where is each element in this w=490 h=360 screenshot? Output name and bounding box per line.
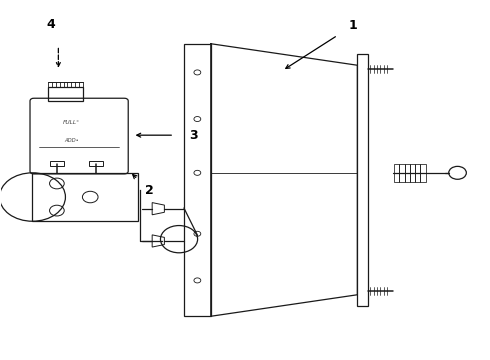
- Bar: [49, 161, 64, 166]
- Bar: [420, 163, 426, 182]
- Text: 3: 3: [189, 129, 198, 142]
- Text: 1: 1: [348, 19, 357, 32]
- Text: 2: 2: [146, 184, 154, 197]
- Bar: [184, 44, 211, 316]
- Bar: [89, 161, 103, 166]
- Text: FULL°: FULL°: [63, 120, 80, 125]
- Bar: [49, 87, 83, 101]
- Bar: [410, 163, 415, 182]
- Text: ADD•: ADD•: [65, 138, 79, 143]
- Bar: [394, 163, 399, 182]
- Bar: [399, 163, 405, 182]
- Text: 4: 4: [47, 18, 55, 31]
- Bar: [32, 173, 138, 221]
- Bar: [405, 163, 410, 182]
- Bar: [415, 163, 420, 182]
- Bar: [357, 54, 368, 306]
